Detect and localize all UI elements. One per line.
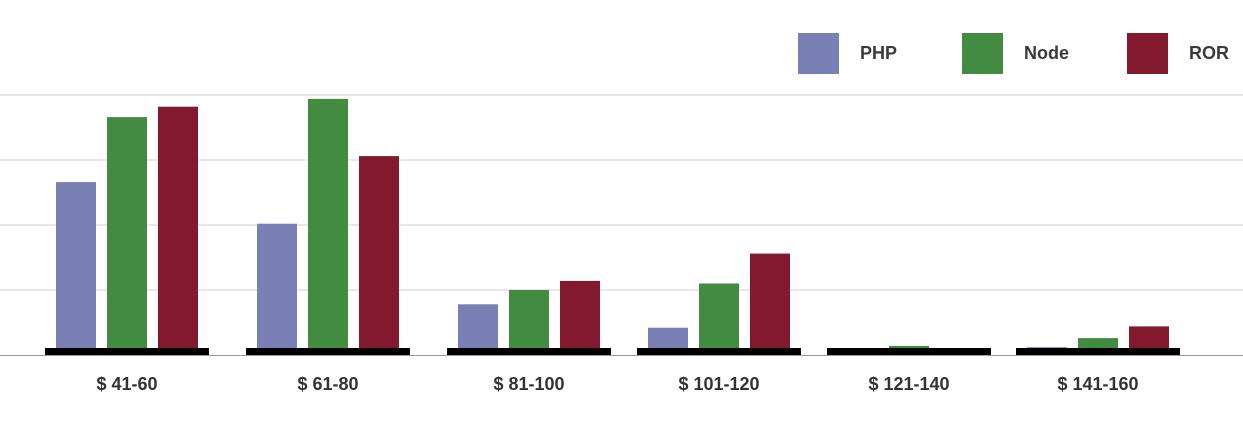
category-base-strip [246, 348, 410, 356]
legend-item-ror: ROR [1127, 32, 1229, 74]
x-tick-label: $ 101-120 [678, 374, 759, 394]
legend-swatch [798, 32, 839, 74]
category-base-strip [447, 348, 611, 356]
bar-ror-2 [560, 280, 600, 355]
bar-node-3 [699, 283, 739, 355]
legend-swatch [962, 32, 1003, 74]
legend-swatch [1127, 32, 1168, 74]
bar-php-0 [56, 182, 96, 355]
bar-node-2 [509, 290, 549, 355]
category-base-strip [45, 348, 209, 356]
bar-node-1 [308, 98, 348, 356]
x-tick-label: $ 81-100 [493, 374, 564, 394]
category-base-strip [1016, 348, 1180, 356]
x-tick-label: $ 41-60 [96, 374, 157, 394]
x-tick-label: $ 61-80 [297, 374, 358, 394]
legend-label: PHP [860, 42, 898, 63]
legend-item-node: Node [962, 32, 1069, 74]
category-base-strip [637, 348, 801, 356]
bar-node-0 [107, 117, 147, 355]
category-base-strip [827, 348, 991, 356]
legend-label: Node [1024, 42, 1069, 63]
bar-ror-1 [359, 156, 399, 355]
x-tick-label: $ 141-160 [1057, 374, 1138, 394]
bar-php-2 [458, 304, 498, 355]
legend-item-php: PHP [798, 32, 897, 74]
bar-php-1 [257, 223, 297, 355]
legend-label: ROR [1189, 42, 1229, 63]
x-tick-label: $ 121-140 [868, 374, 949, 394]
bar-ror-0 [158, 106, 198, 355]
bar-ror-3 [750, 253, 790, 355]
